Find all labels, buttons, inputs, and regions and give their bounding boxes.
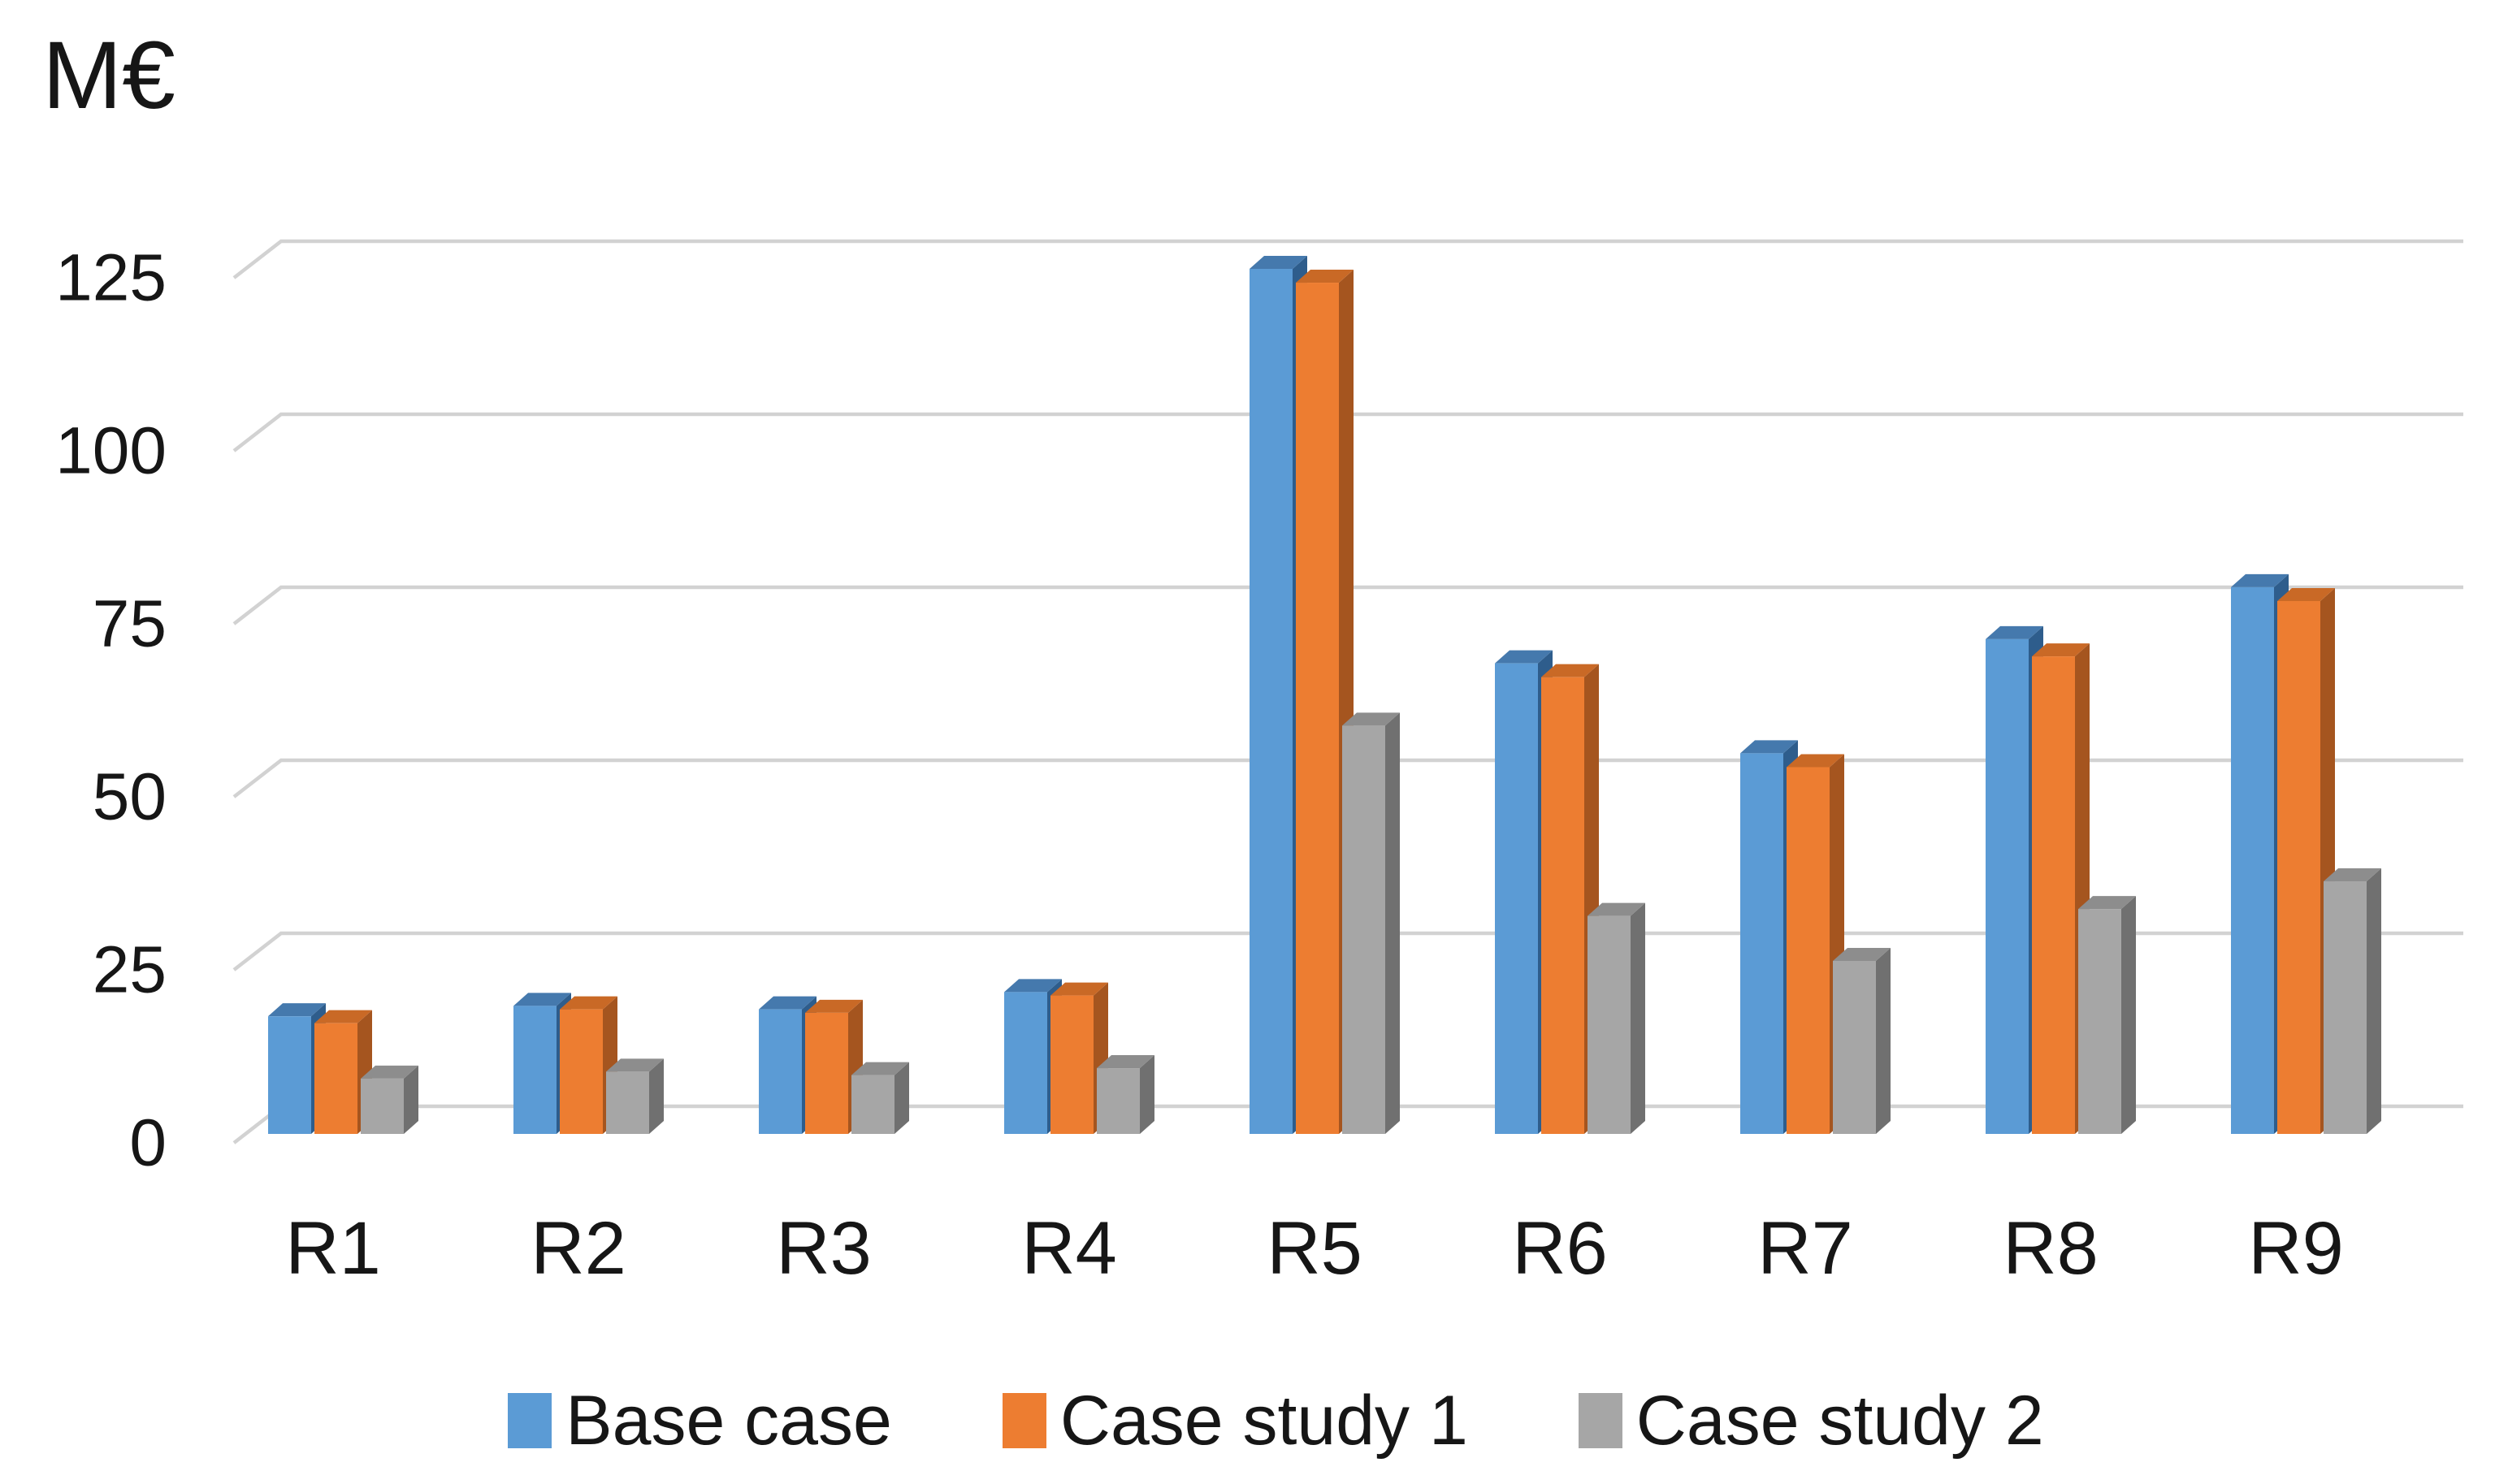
legend-swatch-2 — [1002, 1393, 1046, 1448]
bar-top-face — [1097, 1055, 1154, 1069]
bar-top-face — [268, 1003, 326, 1017]
bar-top-face — [361, 1065, 418, 1079]
legend-swatch-1 — [508, 1393, 552, 1448]
legend: Base case Case study 1 Case study 2 — [0, 1376, 2495, 1465]
bar-r1-series-2 — [314, 1023, 357, 1134]
bar-r2-series-3 — [606, 1071, 649, 1134]
bar-side-face — [1631, 902, 1645, 1134]
bar-top-face — [560, 996, 617, 1010]
legend-item-2: Case study 1 — [1002, 1382, 1468, 1460]
bar-r2-series-1 — [513, 1006, 557, 1134]
bar-r1-series-3 — [361, 1078, 404, 1134]
y-tick-label: 50 — [93, 760, 167, 834]
bar-side-face — [1876, 948, 1891, 1134]
bar-side-face — [404, 1065, 418, 1134]
x-category-label: R4 — [1021, 1207, 1117, 1290]
bar-top-face — [513, 993, 571, 1006]
bar-top-face — [1250, 256, 1307, 269]
bar-top-face — [1986, 625, 2043, 639]
bar-top-face — [1050, 982, 1108, 996]
bar-top-face — [314, 1010, 372, 1023]
bar-r5-series-3 — [1342, 725, 1385, 1134]
bar-top-face — [2231, 573, 2289, 587]
bar-top-face — [851, 1062, 909, 1075]
bar-top-face — [2032, 643, 2090, 657]
y-axis-unit-label: M€ — [42, 22, 175, 129]
bar-top-face — [1296, 270, 1354, 283]
bar-r7-series-3 — [1833, 961, 1876, 1134]
y-tick-label: 100 — [55, 414, 167, 488]
x-category-label: R3 — [776, 1207, 872, 1290]
bar-r6-series-3 — [1588, 915, 1631, 1134]
legend-label-1: Base case — [565, 1382, 892, 1460]
bar-side-face — [1140, 1055, 1154, 1134]
bar-r7-series-2 — [1787, 767, 1830, 1134]
x-category-label: R7 — [1757, 1207, 1853, 1290]
bar-r6-series-1 — [1495, 663, 1538, 1134]
bar-side-face — [649, 1058, 664, 1134]
y-tick-label: 25 — [93, 933, 167, 1007]
bar-r8-series-1 — [1986, 638, 2029, 1134]
gridline — [232, 758, 2463, 798]
bar-r4-series-2 — [1050, 995, 1094, 1134]
bar-r3-series-3 — [851, 1075, 894, 1134]
bar-side-face — [894, 1062, 909, 1134]
gridline — [232, 412, 2463, 452]
bar-top-face — [1342, 712, 1400, 726]
gridline — [232, 931, 2463, 971]
legend-label-3: Case study 2 — [1635, 1382, 2044, 1460]
bar-r2-series-2 — [560, 1009, 603, 1134]
y-tick-label: 0 — [129, 1106, 167, 1180]
bar-top-face — [1833, 948, 1891, 961]
bar-top-face — [1787, 754, 1844, 768]
y-tick-label: 75 — [93, 587, 167, 661]
x-category-label: R8 — [2003, 1207, 2099, 1290]
gridline — [232, 239, 2463, 279]
bar-top-face — [1004, 979, 1062, 993]
legend-swatch-3 — [1578, 1393, 1622, 1448]
bar-r4-series-3 — [1097, 1068, 1140, 1134]
bar-top-face — [606, 1058, 664, 1072]
bar-top-face — [759, 996, 817, 1010]
bar-r8-series-3 — [2078, 909, 2121, 1134]
bar-r3-series-2 — [805, 1012, 848, 1134]
legend-item-3: Case study 2 — [1578, 1382, 2044, 1460]
bar-side-face — [2121, 896, 2136, 1134]
bar-side-face — [1385, 712, 1400, 1134]
gridline — [232, 585, 2463, 625]
bar-r9-series-3 — [2324, 881, 2367, 1134]
bar-r9-series-2 — [2277, 600, 2320, 1134]
x-category-label: R5 — [1267, 1207, 1362, 1290]
bar-r9-series-1 — [2231, 586, 2274, 1134]
x-category-label: R2 — [531, 1207, 626, 1290]
bar-r3-series-1 — [759, 1009, 802, 1134]
bar-r6-series-2 — [1541, 677, 1584, 1134]
bar-r1-series-1 — [268, 1016, 311, 1134]
bar-top-face — [1541, 664, 1599, 677]
x-category-label: R6 — [1512, 1207, 1608, 1290]
legend-item-1: Base case — [508, 1386, 892, 1456]
x-category-label: R1 — [285, 1207, 381, 1290]
bar-r8-series-2 — [2032, 656, 2075, 1134]
bar-top-face — [805, 999, 863, 1013]
legend-label-2: Case study 1 — [1059, 1382, 1468, 1460]
bar-top-face — [1740, 740, 1798, 754]
x-category-label: R9 — [2248, 1207, 2344, 1290]
bar-top-face — [2324, 868, 2381, 882]
y-tick-label: 125 — [55, 241, 167, 315]
bar-r7-series-1 — [1740, 753, 1783, 1134]
bar-side-face — [2367, 868, 2381, 1134]
bar-top-face — [2078, 896, 2136, 910]
bar-top-face — [1588, 902, 1645, 916]
bar-top-face — [2277, 587, 2335, 601]
bar-r5-series-2 — [1296, 283, 1339, 1134]
bar-top-face — [1495, 650, 1553, 664]
bar-r5-series-1 — [1250, 269, 1293, 1134]
bar-r4-series-1 — [1004, 992, 1047, 1134]
